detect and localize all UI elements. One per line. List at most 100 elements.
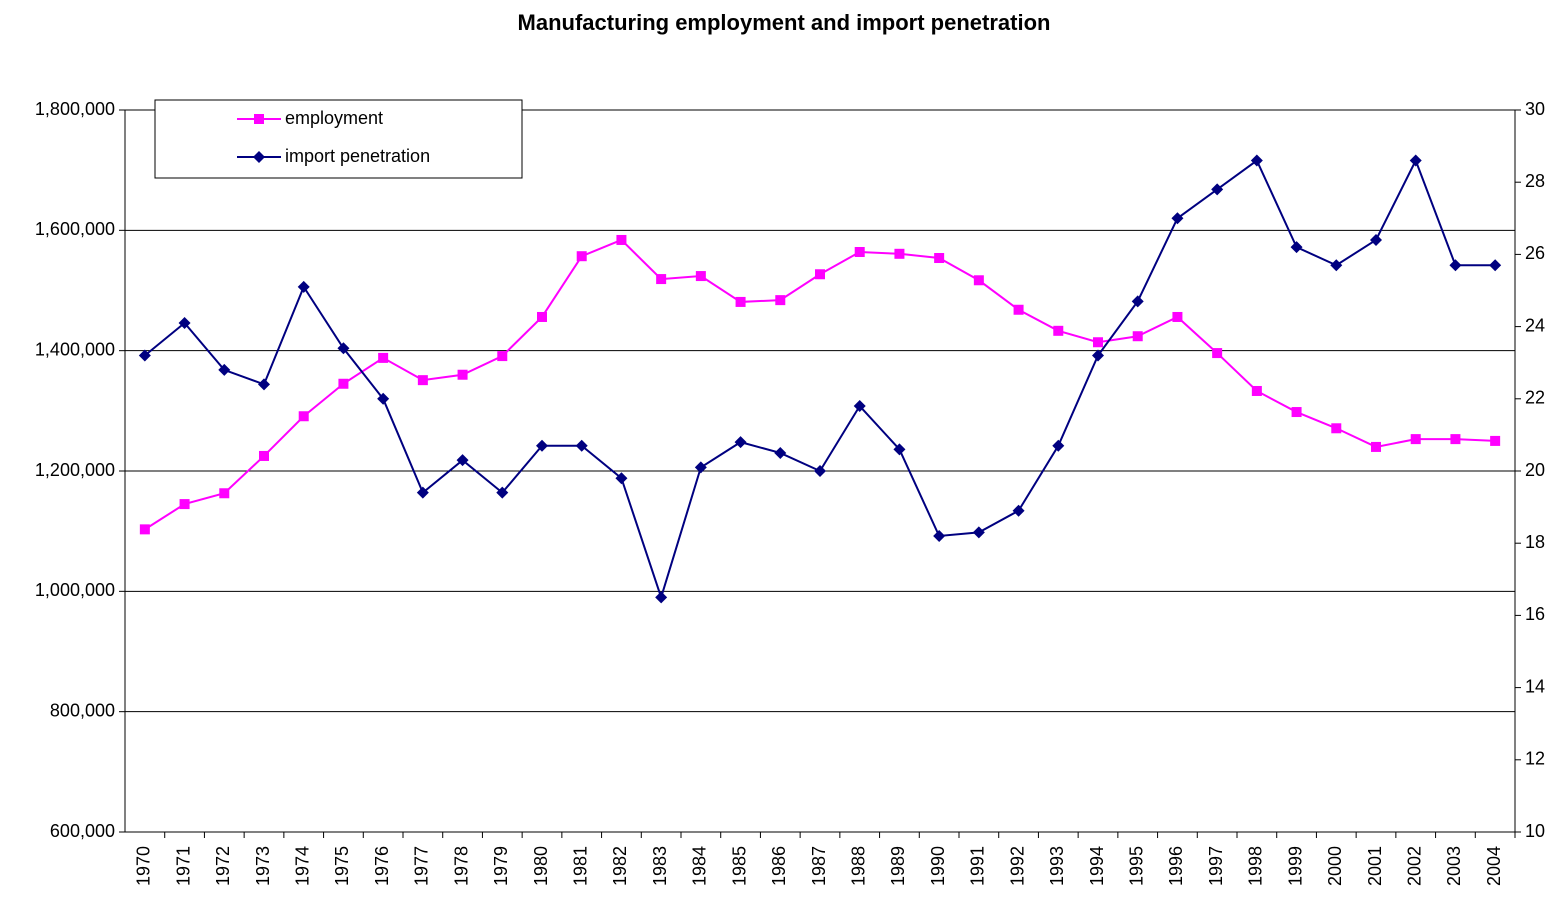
data-point [656,274,667,285]
data-point [338,378,349,389]
data-point [615,472,628,485]
data-point [1290,241,1303,254]
data-point [1212,348,1223,359]
data-point [1370,233,1382,246]
data-point [1490,435,1501,446]
y2-tick-label: 26 [1525,243,1545,263]
y-tick-label: 1,600,000 [35,219,115,239]
data-point [1331,423,1342,434]
data-point [497,351,508,362]
x-tick-label: 1990 [928,846,948,886]
data-point [416,486,429,499]
x-tick-label: 1994 [1087,846,1107,886]
data-point [1132,331,1143,342]
legend-label: import penetration [285,146,430,166]
y2-tick-label: 10 [1525,821,1545,841]
y2-tick-label: 28 [1525,171,1545,191]
x-tick-label: 1977 [412,846,432,886]
x-tick-label: 1971 [173,846,193,886]
data-point [934,253,945,264]
data-point [496,486,509,499]
data-point [854,246,865,257]
data-point [298,411,309,422]
x-tick-label: 1979 [491,846,511,886]
y-tick-label: 1,000,000 [35,580,115,600]
x-tick-label: 1980 [531,846,551,886]
data-point [734,436,747,449]
data-point [1291,407,1302,418]
data-point [536,439,548,452]
data-point [139,524,150,535]
data-point [893,443,906,456]
data-point [259,450,269,461]
data-point [218,363,231,376]
data-point [775,295,786,306]
legend-label: employment [285,108,383,128]
data-point [774,446,787,459]
x-tick-label: 1998 [1246,846,1266,886]
data-point [576,251,587,262]
data-point [894,248,905,259]
data-point [1449,259,1462,272]
data-point [616,234,627,245]
data-point [219,488,230,499]
x-tick-label: 1985 [729,846,749,886]
x-tick-label: 1970 [134,846,154,886]
x-tick-label: 1976 [372,846,392,886]
x-tick-label: 2003 [1444,846,1464,886]
data-point [297,280,310,293]
data-point [377,392,390,405]
x-tick-label: 1995 [1126,846,1146,886]
x-tick-label: 1974 [292,846,312,886]
data-point [933,529,946,542]
data-point [537,311,547,322]
data-point [179,499,190,510]
x-tick-label: 1989 [888,846,908,886]
data-point [694,461,707,474]
y-tick-label: 1,400,000 [35,339,115,359]
x-tick-label: 2000 [1325,846,1345,886]
x-tick-label: 1993 [1047,846,1067,886]
x-tick-label: 1972 [213,846,233,886]
data-point [735,296,746,307]
x-tick-label: 1997 [1206,846,1226,886]
data-point [1211,183,1224,196]
data-point [1171,212,1184,225]
data-point [457,369,468,380]
x-tick-label: 2001 [1365,846,1385,886]
data-point [1052,439,1065,452]
data-point [655,591,668,604]
data-point [1172,311,1183,322]
data-point [973,275,984,286]
data-point [1251,385,1262,396]
y2-tick-label: 24 [1525,315,1545,335]
x-tick-label: 1987 [809,846,829,886]
chart-title: Manufacturing employment and import pene… [518,10,1051,35]
x-tick-label: 1981 [570,846,590,886]
y2-tick-label: 14 [1525,676,1545,696]
data-point [695,271,706,282]
data-point [1012,504,1025,517]
x-tick-label: 1996 [1166,846,1186,886]
y2-tick-label: 12 [1525,749,1545,769]
legend-marker [254,114,264,124]
x-tick-label: 1986 [769,846,789,886]
data-point [1409,154,1422,167]
x-tick-label: 1983 [650,846,670,886]
x-tick-label: 1973 [253,846,273,886]
data-point [1489,259,1502,272]
data-point [337,342,350,355]
x-tick-label: 1975 [332,846,352,886]
x-tick-label: 1978 [451,846,471,886]
data-point [1013,304,1024,315]
data-point [1450,434,1461,445]
x-tick-label: 1991 [968,846,988,886]
x-tick-label: 1992 [1007,846,1027,886]
y2-tick-label: 20 [1525,460,1545,480]
data-point [972,526,985,539]
data-point [1410,434,1421,445]
y2-tick-label: 16 [1525,604,1545,624]
data-point [138,349,151,362]
data-point [178,316,191,329]
